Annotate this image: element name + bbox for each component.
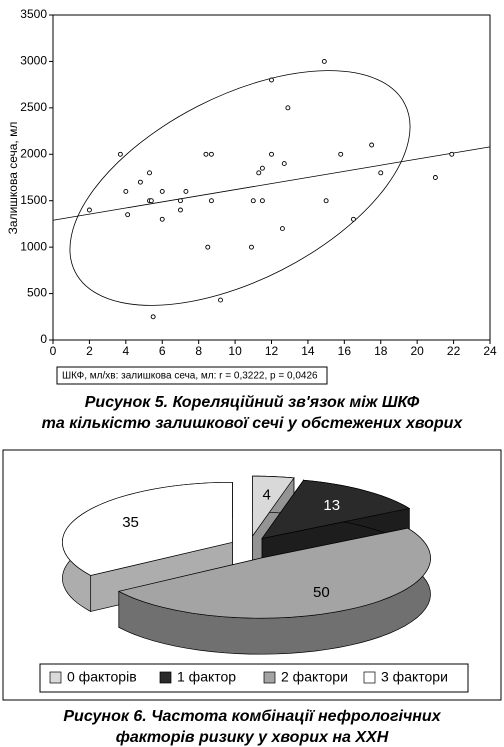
legend-swatch bbox=[363, 671, 376, 684]
value-label: 50 bbox=[313, 584, 330, 601]
x-tick-label: 4 bbox=[122, 344, 129, 358]
point bbox=[117, 151, 123, 157]
point bbox=[259, 198, 265, 204]
trend-line bbox=[52, 146, 491, 221]
point bbox=[183, 188, 189, 194]
y-tick-label: 3500 bbox=[20, 7, 47, 21]
annotation: ШКФ, мл/хв: залишкова сеча, мл: r = 0,32… bbox=[62, 371, 318, 382]
point bbox=[432, 175, 438, 180]
x-tick-label: 14 bbox=[301, 344, 315, 358]
slice bbox=[261, 479, 411, 539]
caption: Рисунок 5. Кореляційний зв'язок між ШКФ bbox=[85, 394, 420, 411]
point bbox=[323, 198, 329, 204]
plot-frame bbox=[52, 14, 491, 341]
x-tick-label: 22 bbox=[447, 344, 461, 358]
caption: факторів ризику у хворих на ХХН bbox=[116, 729, 389, 746]
y-tick-label: 2000 bbox=[20, 146, 47, 160]
point bbox=[285, 105, 291, 111]
point bbox=[350, 216, 356, 222]
y-tick-label: 1500 bbox=[20, 193, 47, 207]
x-tick-label: 2 bbox=[86, 344, 93, 358]
point bbox=[125, 212, 131, 218]
point bbox=[321, 58, 327, 64]
point bbox=[369, 142, 375, 148]
point bbox=[150, 314, 156, 320]
legend-swatch bbox=[263, 671, 276, 684]
x-tick-label: 0 bbox=[50, 344, 57, 358]
point bbox=[449, 151, 455, 157]
x-tick-label: 20 bbox=[410, 344, 424, 358]
point bbox=[147, 170, 152, 176]
value-label: 13 bbox=[323, 497, 340, 514]
value-label: 4 bbox=[262, 487, 270, 504]
point bbox=[203, 151, 209, 157]
x-tick-label: 10 bbox=[228, 344, 242, 358]
legend-swatch bbox=[159, 671, 172, 684]
point bbox=[86, 207, 92, 213]
slice bbox=[117, 527, 431, 619]
point bbox=[338, 151, 344, 157]
x-tick-label: 24 bbox=[483, 344, 497, 358]
point bbox=[208, 198, 214, 204]
point bbox=[159, 216, 165, 222]
slice bbox=[62, 481, 233, 576]
point bbox=[159, 188, 165, 194]
point bbox=[269, 151, 274, 157]
y-tick-label: 0 bbox=[40, 332, 47, 346]
caption: та кількістю залишкової сечі у обстежени… bbox=[42, 415, 464, 432]
legend-box bbox=[39, 663, 469, 693]
x-tick-label: 8 bbox=[195, 344, 202, 358]
point bbox=[218, 297, 223, 303]
legend-label: 2 фактори bbox=[281, 669, 348, 685]
legend-label: 1 фактор bbox=[177, 669, 236, 685]
y-tick-label: 1000 bbox=[20, 239, 47, 253]
y-tick-label: 3000 bbox=[20, 54, 47, 68]
value-label: 35 bbox=[122, 514, 139, 531]
point bbox=[250, 198, 256, 204]
confidence-ellipse bbox=[69, 70, 411, 306]
point bbox=[148, 198, 154, 204]
point bbox=[279, 226, 285, 232]
point bbox=[178, 198, 183, 204]
y-tick-label: 2500 bbox=[20, 100, 47, 114]
y-axis-label: Залишкова сеча, мл bbox=[6, 122, 20, 235]
point bbox=[269, 77, 274, 83]
x-tick-label: 6 bbox=[159, 344, 166, 358]
legend-label: 3 фактори bbox=[381, 669, 448, 685]
point bbox=[178, 207, 183, 213]
point bbox=[281, 161, 287, 167]
x-tick-label: 18 bbox=[374, 344, 388, 358]
point bbox=[249, 244, 254, 250]
annotation-box bbox=[56, 366, 328, 385]
slice bbox=[252, 475, 295, 538]
legend-label: 0 факторів bbox=[67, 669, 137, 685]
point bbox=[137, 179, 143, 185]
caption: Рисунок 6. Частота комбінації нефрологіч… bbox=[63, 708, 441, 725]
point bbox=[208, 151, 214, 157]
point bbox=[378, 170, 384, 176]
x-tick-label: 12 bbox=[265, 344, 279, 358]
point bbox=[205, 244, 211, 250]
legend-swatch bbox=[49, 671, 62, 684]
x-tick-label: 16 bbox=[338, 344, 352, 358]
y-tick-label: 500 bbox=[27, 286, 47, 300]
point bbox=[123, 188, 129, 194]
point bbox=[259, 165, 265, 171]
point bbox=[256, 170, 262, 176]
